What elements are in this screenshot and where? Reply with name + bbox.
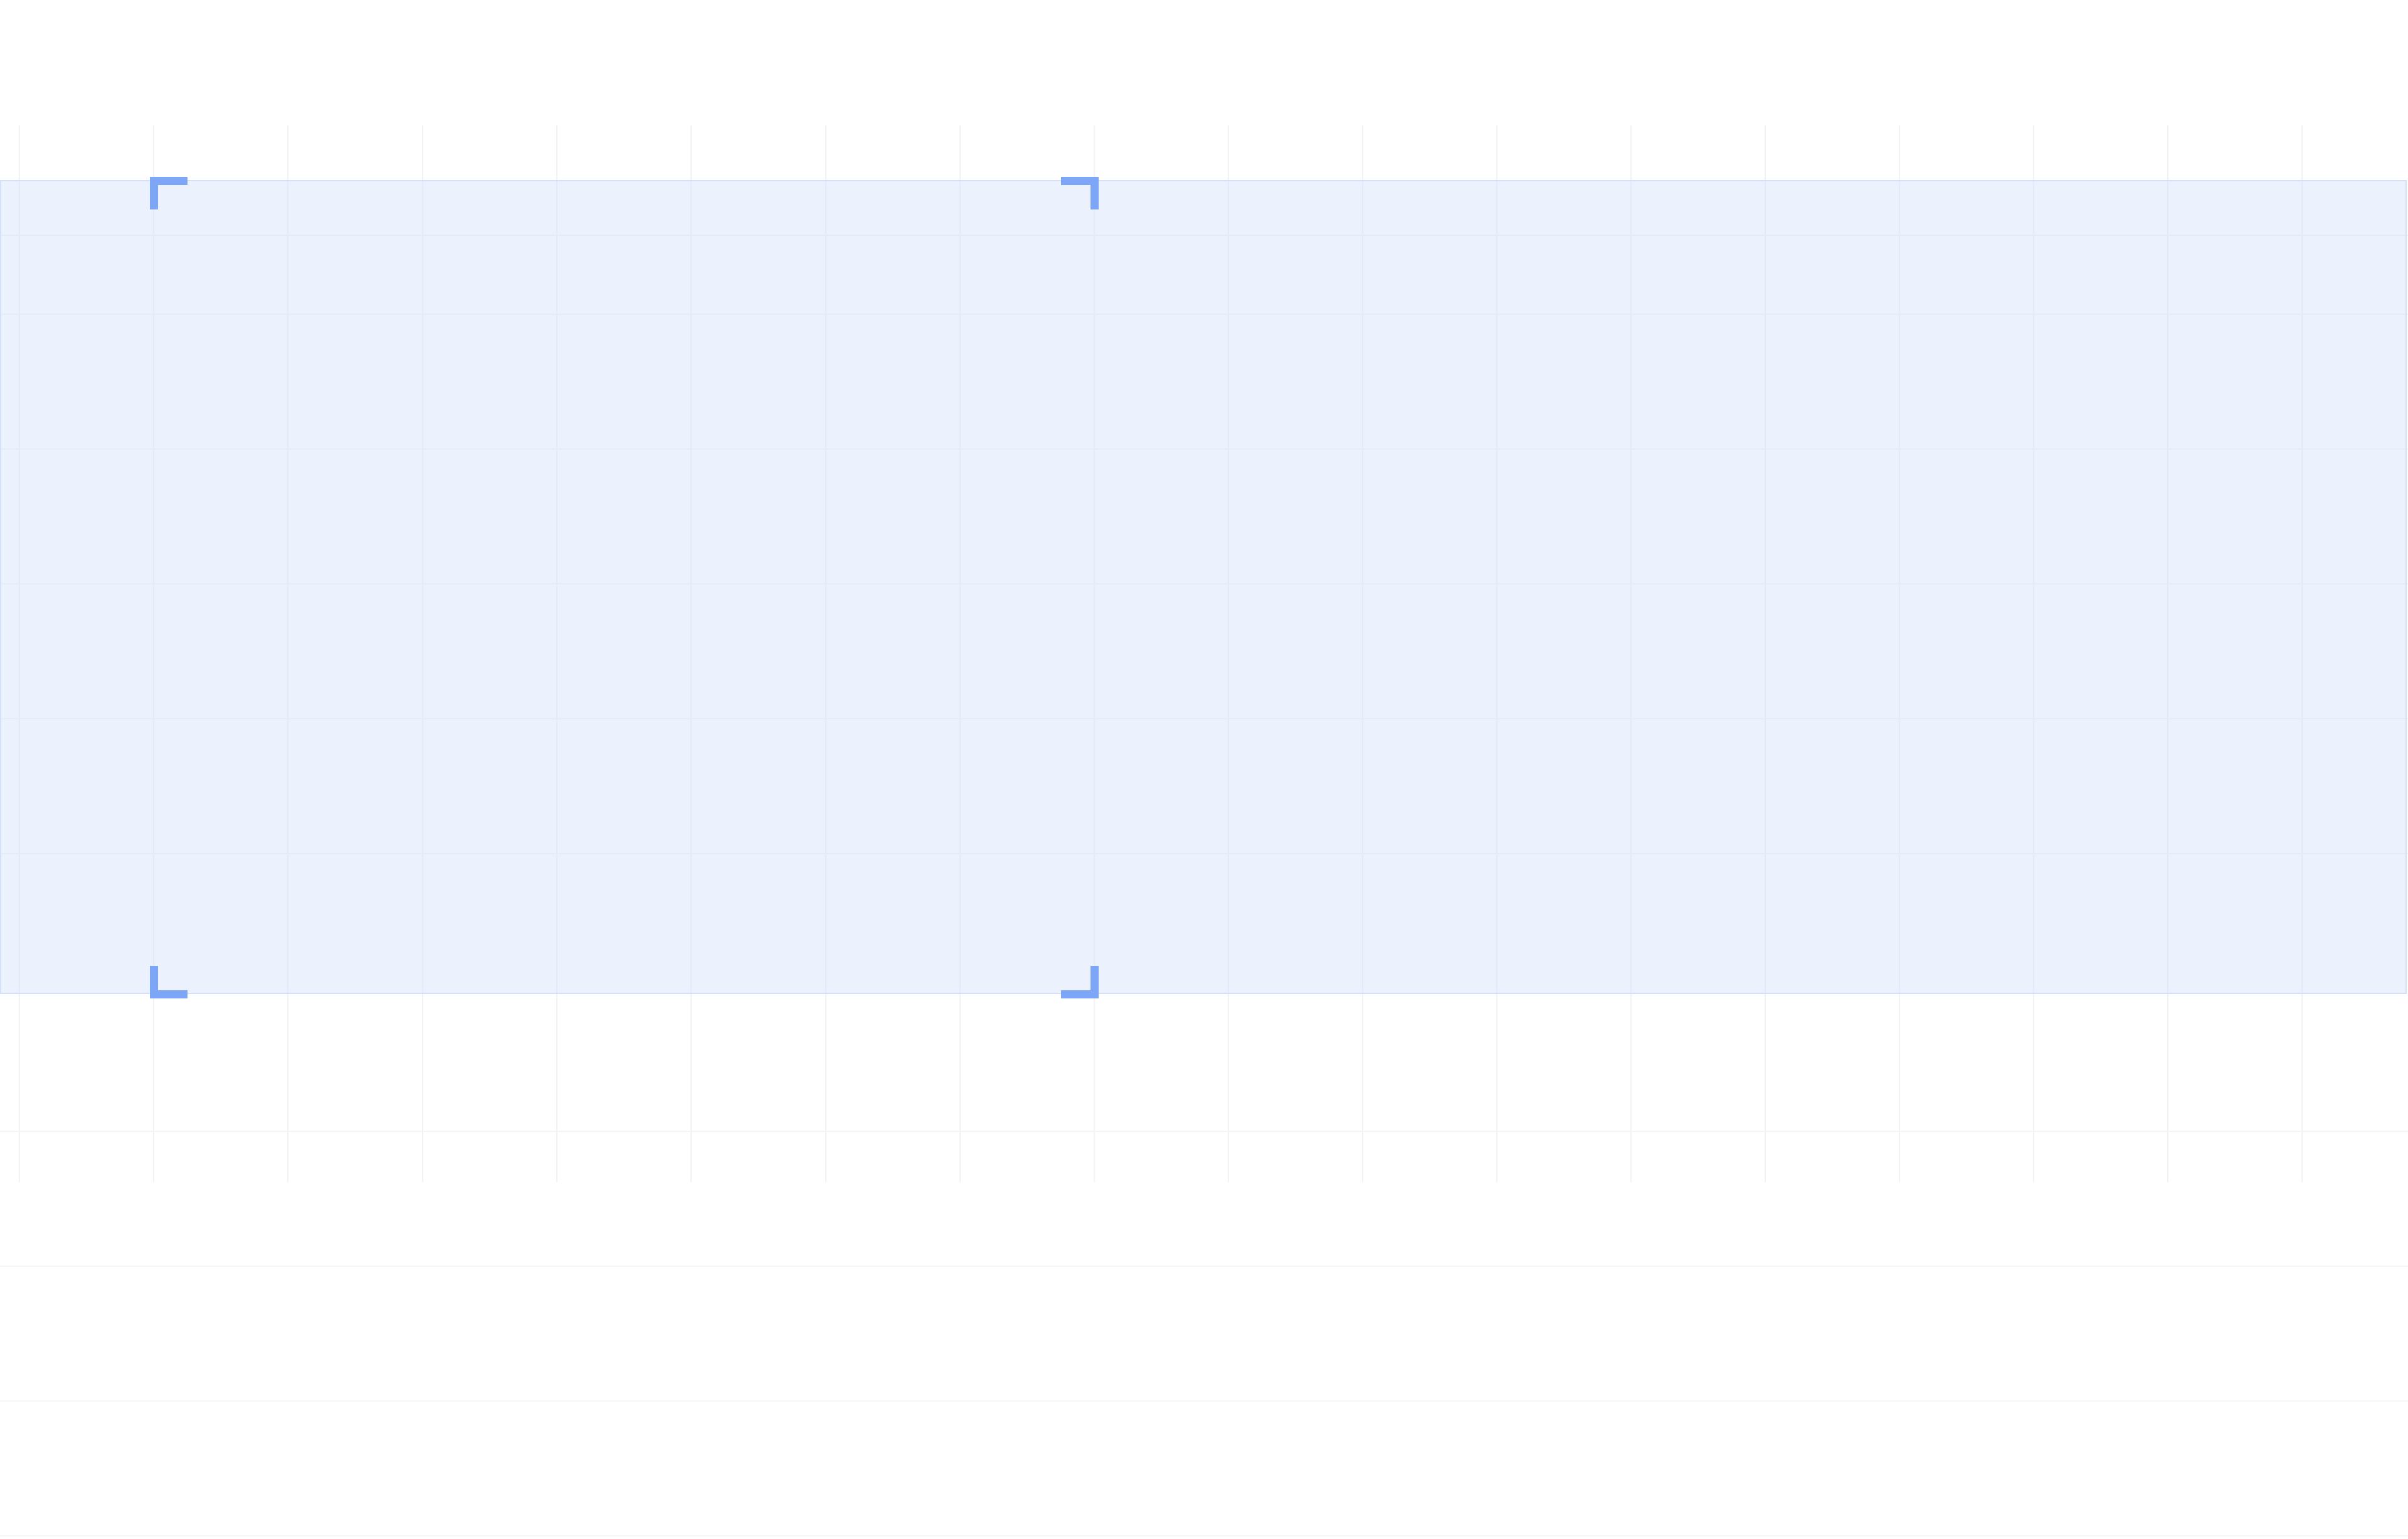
grid-line-vertical — [1094, 125, 1095, 1182]
background-rule — [0, 1535, 2408, 1536]
grid-line-vertical — [690, 125, 692, 1182]
crop-handle-top-left[interactable] — [150, 177, 187, 209]
background-rule — [0, 1400, 2408, 1402]
grid-line-vertical — [2167, 125, 2168, 1182]
grid-line-horizontal — [0, 235, 2408, 236]
grid-line-vertical — [1899, 125, 1900, 1182]
grid-line-vertical — [1228, 125, 1229, 1182]
grid-line-horizontal — [0, 583, 2408, 584]
grid-line-vertical — [1362, 125, 1363, 1182]
grid-line-vertical — [19, 125, 20, 1182]
grid-line-vertical — [2033, 125, 2034, 1182]
grid-line-vertical — [287, 125, 288, 1182]
grid-line-vertical — [422, 125, 423, 1182]
grid-line-vertical — [825, 125, 826, 1182]
grid-line-horizontal — [0, 718, 2408, 719]
grid-line-horizontal — [0, 853, 2408, 854]
crop-handle-top-right[interactable] — [1061, 177, 1099, 209]
grid-line-vertical — [959, 125, 961, 1182]
background-rule — [0, 1266, 2408, 1267]
grid-line-horizontal — [0, 1131, 2408, 1132]
crop-handle-bottom-left[interactable] — [150, 966, 187, 998]
grid-line-vertical — [556, 125, 557, 1182]
grid-background — [0, 125, 2408, 1182]
crop-handle-bottom-right[interactable] — [1061, 966, 1099, 998]
grid-line-vertical — [1765, 125, 1766, 1182]
selection-region[interactable] — [0, 180, 2407, 994]
grid-line-vertical — [1496, 125, 1497, 1182]
grid-line-vertical — [153, 125, 154, 1182]
grid-line-horizontal — [0, 448, 2408, 450]
grid-line-vertical — [1630, 125, 1632, 1182]
grid-line-horizontal — [0, 314, 2408, 315]
grid-line-vertical — [2301, 125, 2303, 1182]
